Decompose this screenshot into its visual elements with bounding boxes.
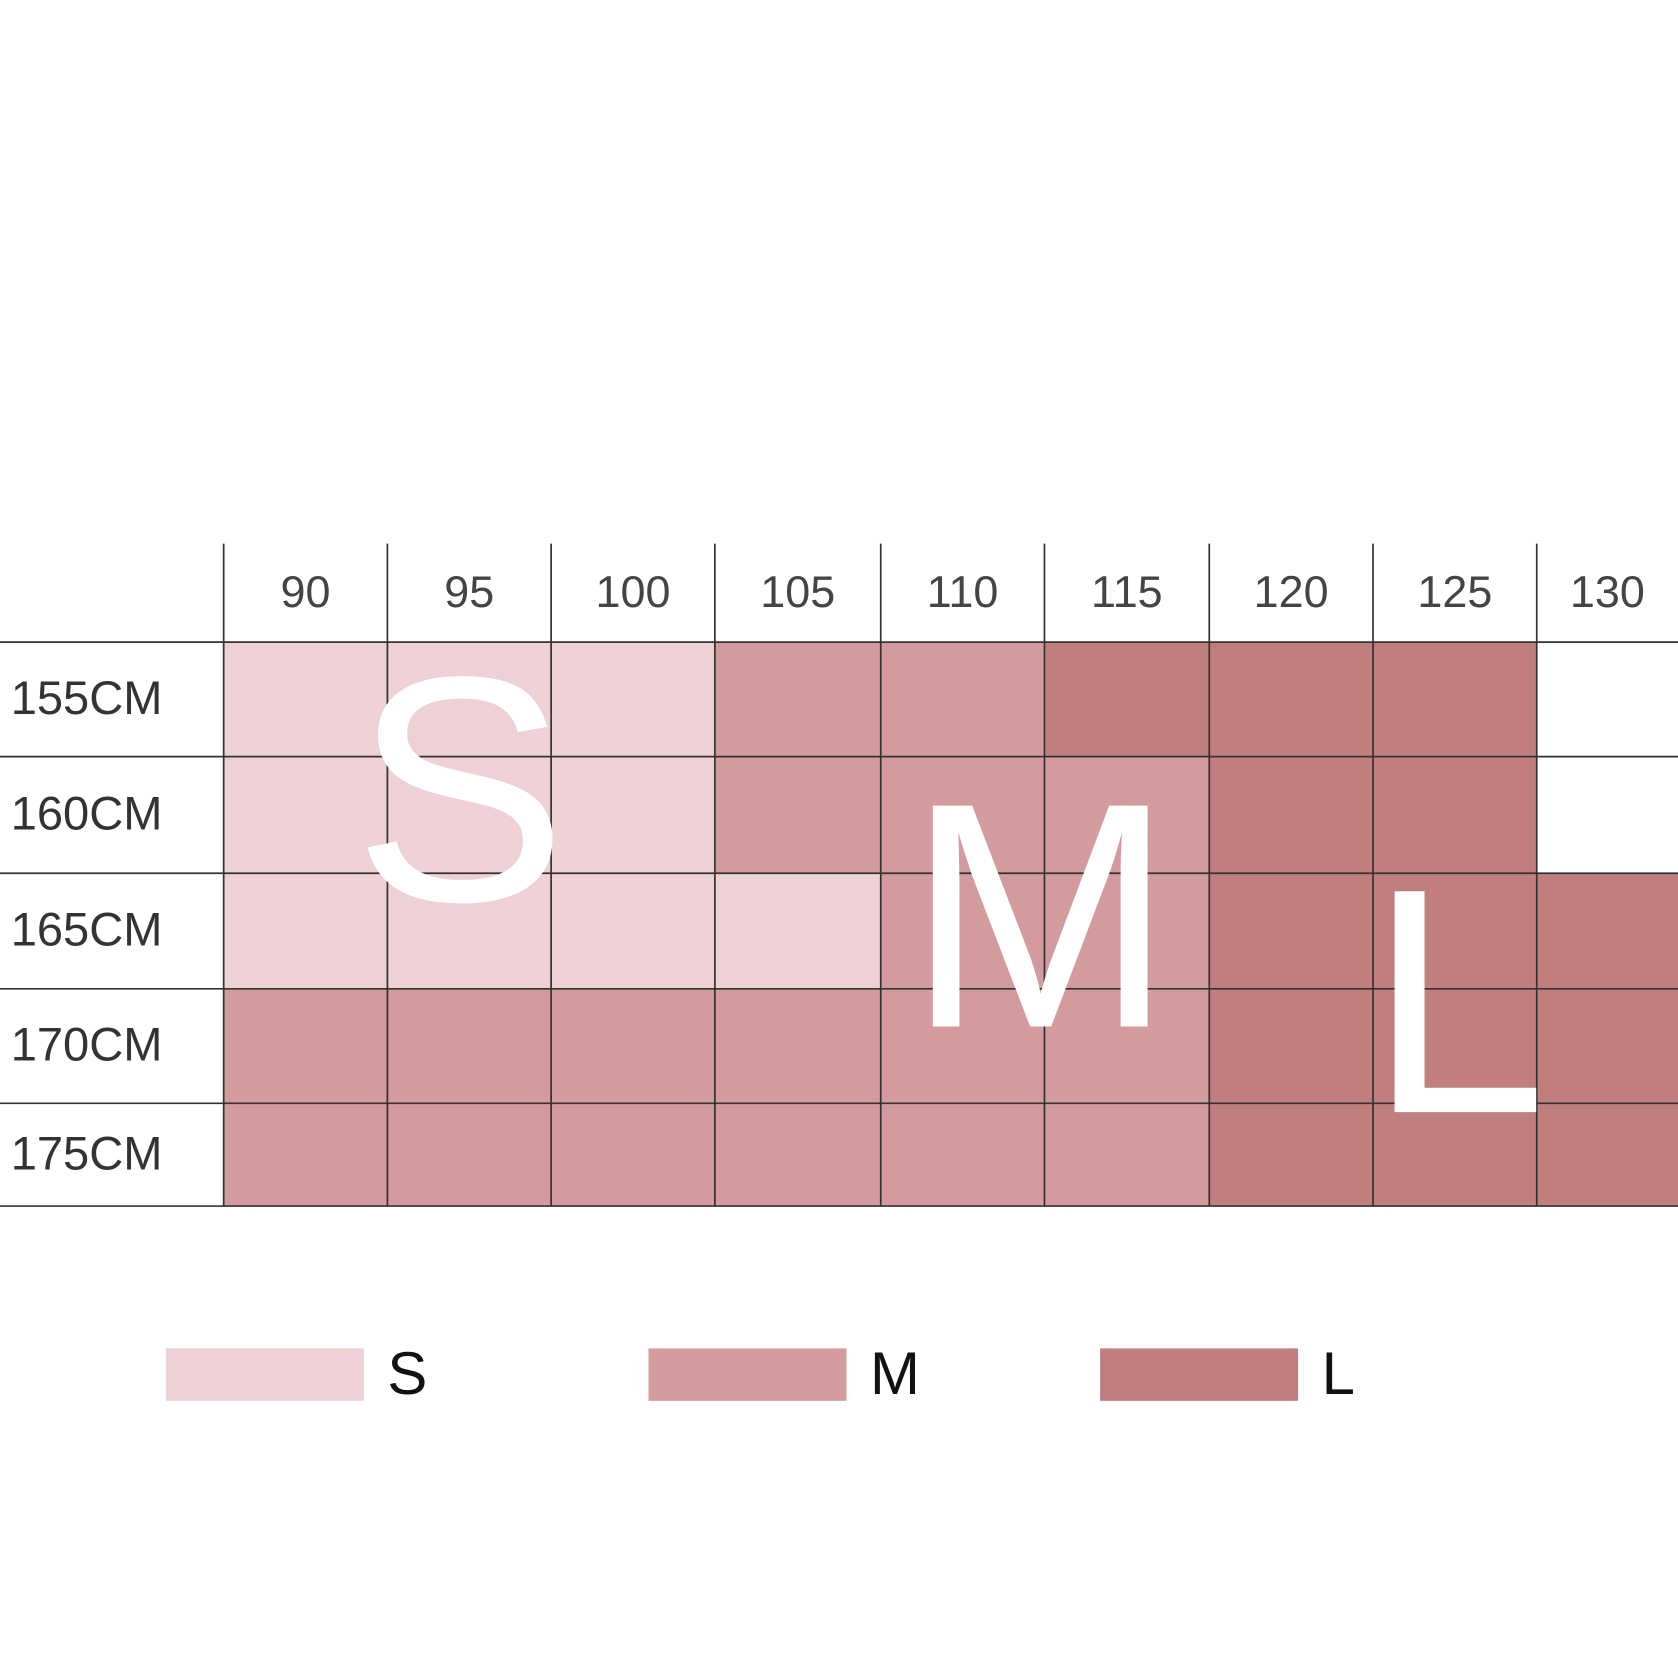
column-label: 120 [1254,566,1329,617]
legend-swatch [1100,1348,1299,1401]
size-cell [1209,873,1374,989]
size-cell [714,1103,881,1207]
size-cell [880,1103,1045,1207]
legend-swatch [648,1348,847,1401]
size-cell [1536,756,1678,874]
size-letter: M [906,737,1173,1096]
size-cell [1209,1103,1374,1207]
size-cell [714,642,881,757]
size-cell [880,988,1045,1104]
legend-label: L [1322,1340,1355,1407]
row-label: 170CM [11,1018,163,1071]
size-cell [1536,1103,1678,1207]
size-letter: L [1368,822,1547,1181]
size-cell [1044,642,1210,757]
column-label: 105 [760,566,835,617]
size-cell [387,1103,552,1207]
size-cell [387,642,552,757]
column-label: 125 [1417,566,1492,617]
size-cell [223,873,388,989]
size-cell [387,756,552,874]
size-cell [1044,1103,1210,1207]
size-cell [1536,988,1678,1104]
size-cell [1373,1103,1537,1207]
size-cell [551,642,715,757]
column-label: 130 [1570,566,1645,617]
size-cell [387,988,552,1104]
size-cell [1209,756,1374,874]
row-label: 165CM [11,903,163,956]
size-cell [1044,756,1210,874]
size-cell [880,642,1045,757]
size-cell [1536,873,1678,989]
size-cell [387,873,552,989]
size-cell [714,873,881,989]
size-cell [714,756,881,874]
column-label: 110 [927,566,999,617]
size-cell [1373,642,1537,757]
size-cell [1373,756,1537,874]
column-label: 100 [596,566,671,617]
size-cell [880,756,1045,874]
row-label: 160CM [11,786,163,839]
size-cell [1044,988,1210,1104]
column-label: 115 [1091,566,1163,617]
size-cell [223,642,388,757]
size-cell [223,1103,388,1207]
size-cell [223,988,388,1104]
size-cell [1373,988,1537,1104]
size-cell [1373,873,1537,989]
column-label: 95 [444,566,494,617]
size-cell [1536,642,1678,757]
legend-label: S [387,1340,427,1407]
size-cell [551,1103,715,1207]
size-cell [223,756,388,874]
size-cell [880,873,1045,989]
size-cell [551,988,715,1104]
size-cell [1044,873,1210,989]
size-cell [551,756,715,874]
row-label: 175CM [11,1126,163,1179]
size-cell [1209,642,1374,757]
legend-label: M [870,1340,920,1407]
size-cell [551,873,715,989]
column-label: 90 [281,566,331,617]
size-cell [1209,988,1374,1104]
row-label: 155CM [11,671,163,724]
size-letter: S [353,610,567,969]
size-cell [714,988,881,1104]
legend-swatch [165,1348,364,1401]
